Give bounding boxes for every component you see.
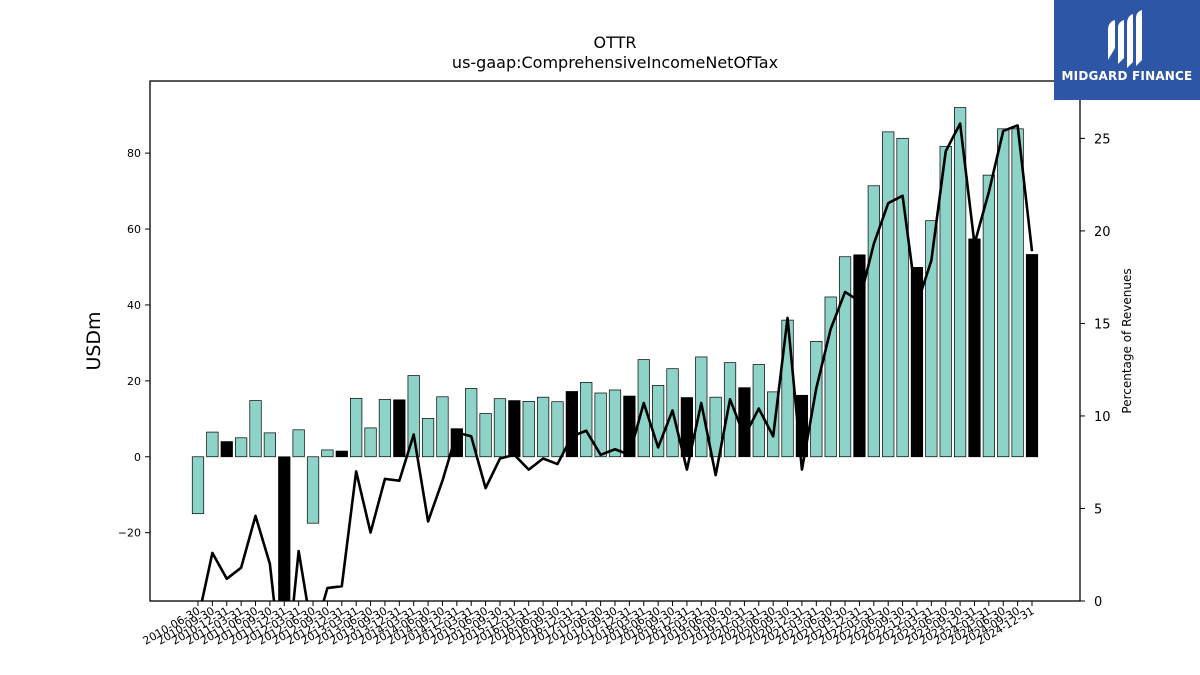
midgard-logo-icon	[1108, 10, 1142, 68]
bar	[1025, 254, 1039, 458]
bar	[220, 441, 233, 458]
bar	[292, 429, 305, 458]
bar	[896, 137, 909, 458]
bar	[709, 396, 722, 458]
bar	[608, 389, 622, 458]
series-line	[200, 122, 1034, 601]
bar	[249, 400, 262, 458]
bar-series	[191, 107, 1039, 601]
bar	[738, 387, 751, 458]
bar	[450, 428, 463, 458]
y-tick-label: 60	[127, 223, 141, 236]
bar	[378, 399, 392, 458]
y2-tick-label: 15	[1094, 317, 1111, 332]
axes: −2002040608005101520252010-06-302010-09-…	[118, 80, 1111, 648]
y2-tick-label: 5	[1094, 502, 1102, 517]
bar	[982, 174, 995, 458]
bar	[206, 431, 219, 458]
bar	[594, 392, 607, 458]
bar	[350, 397, 363, 458]
bar	[680, 397, 693, 458]
bar	[652, 385, 665, 458]
bar	[997, 128, 1010, 458]
bar	[637, 359, 650, 458]
bar	[565, 391, 578, 458]
bar	[306, 456, 320, 524]
bar	[867, 185, 880, 458]
bar	[723, 362, 737, 458]
bar	[278, 456, 291, 601]
y2-tick-label: 25	[1094, 132, 1111, 147]
y2-axis-label: Percentage of Revenues	[1120, 268, 1134, 413]
bar	[522, 401, 535, 458]
bar	[235, 437, 248, 458]
bar	[321, 449, 334, 458]
y2-tick-label: 10	[1094, 410, 1111, 425]
line-series	[200, 122, 1034, 601]
y2-tick-label: 0	[1094, 595, 1102, 610]
bar	[335, 450, 348, 458]
y-axis-label: USDm	[83, 311, 105, 370]
bar	[939, 145, 952, 458]
y-tick-label: 40	[127, 299, 141, 312]
bar	[623, 395, 636, 458]
bar	[364, 427, 377, 458]
bar	[968, 238, 981, 458]
y-tick-label: 20	[127, 375, 141, 388]
bar	[436, 396, 449, 458]
bar	[493, 398, 507, 458]
bar	[925, 220, 938, 458]
bar	[263, 432, 276, 458]
bar	[407, 375, 420, 458]
bar	[853, 254, 866, 458]
bar	[536, 396, 550, 458]
bar	[508, 400, 521, 458]
bar	[421, 418, 435, 458]
logo-text: MIDGARD FINANCE	[1061, 69, 1193, 83]
bar	[1011, 128, 1024, 458]
bar	[953, 107, 967, 458]
y2-tick-label: 20	[1094, 225, 1111, 240]
y-tick-label: −20	[118, 527, 141, 540]
chart-title: OTTR	[594, 33, 637, 52]
bar	[393, 399, 406, 458]
bar	[465, 388, 478, 458]
bar	[580, 382, 593, 458]
bar	[810, 341, 823, 458]
bar	[191, 456, 205, 515]
brand-logo: MIDGARD FINANCE	[1054, 0, 1200, 100]
bar	[824, 296, 837, 458]
y-tick-label: 0	[134, 451, 141, 464]
bar	[882, 131, 895, 458]
bar	[838, 256, 852, 458]
bar	[479, 413, 492, 458]
y-tick-label: 80	[127, 147, 141, 160]
chart-subtitle: us-gaap:ComprehensiveIncomeNetOfTax	[452, 53, 778, 72]
bar	[551, 401, 564, 458]
bar	[910, 267, 924, 458]
